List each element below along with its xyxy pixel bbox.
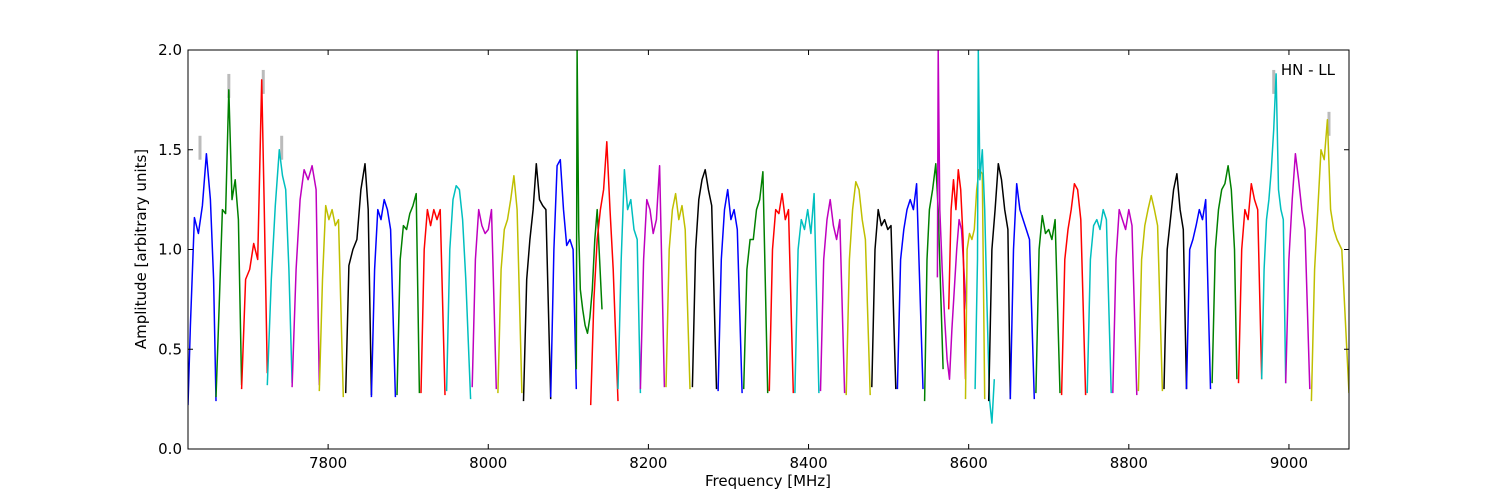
y-tick-label: 0.5	[158, 340, 182, 358]
series-line	[420, 208, 446, 396]
series-line	[1185, 198, 1212, 390]
y-tick-label: 0.0	[158, 440, 182, 458]
series-line	[1237, 182, 1263, 384]
series-line	[291, 164, 321, 388]
series-line	[871, 208, 897, 390]
series-line	[936, 50, 968, 380]
series-line	[1211, 164, 1238, 384]
series-line	[819, 198, 846, 394]
series-line	[396, 192, 421, 396]
x-tick-label: 7800	[309, 454, 347, 472]
series-line	[845, 180, 871, 396]
x-axis-label: Frequency [MHz]	[705, 472, 831, 490]
x-tick-label: 8400	[789, 454, 827, 472]
series-line	[691, 168, 718, 390]
series-line	[1284, 152, 1311, 390]
x-tick-label: 8800	[1110, 454, 1148, 472]
series-line	[665, 192, 691, 390]
series-line	[1086, 208, 1112, 394]
series-line	[1163, 172, 1188, 390]
y-tick-label: 2.0	[158, 41, 182, 59]
plot-content	[188, 50, 1349, 424]
series-line	[575, 50, 603, 370]
series-line	[370, 198, 397, 398]
series-line	[1310, 119, 1349, 402]
series-line	[522, 162, 552, 402]
series-line	[923, 162, 944, 402]
series-line	[1009, 182, 1036, 400]
series-line	[1137, 194, 1164, 392]
series-line	[617, 168, 642, 394]
series-line	[240, 79, 269, 390]
series-line	[742, 170, 769, 394]
series-line	[1035, 214, 1061, 394]
y-tick-label: 1.5	[158, 141, 182, 159]
series-line	[1260, 73, 1287, 384]
series-line	[589, 141, 619, 406]
series-line	[215, 89, 243, 398]
chart-annotation: HN - LL	[1281, 61, 1336, 79]
series-line	[987, 162, 1012, 402]
x-tick-label: 9000	[1270, 454, 1308, 472]
series-line	[794, 192, 820, 394]
series-line	[549, 158, 578, 398]
series-line	[639, 164, 666, 390]
series-line	[1060, 182, 1087, 396]
x-tick-label: 8000	[469, 454, 507, 472]
y-tick-label: 1.0	[158, 241, 182, 259]
series-line	[947, 168, 967, 380]
series-line	[768, 192, 795, 394]
series-line	[974, 50, 996, 424]
series-line	[318, 204, 345, 398]
series-line	[266, 149, 293, 386]
series-line	[717, 188, 743, 394]
series-line	[344, 162, 373, 396]
series-line	[896, 182, 924, 390]
series-line	[1112, 208, 1138, 396]
axis-ticks: 7800 8000 8200 8400 8600 8800 9000 0.0 0.5 1.0 1.5…	[158, 41, 1349, 472]
y-axis-label: Amplitude [arbitrary units]	[132, 149, 150, 349]
series-line	[471, 208, 498, 390]
x-tick-label: 8600	[950, 454, 988, 472]
series-line	[445, 184, 472, 400]
series-line	[188, 152, 217, 406]
x-tick-label: 8200	[629, 454, 667, 472]
series-line	[497, 174, 523, 394]
